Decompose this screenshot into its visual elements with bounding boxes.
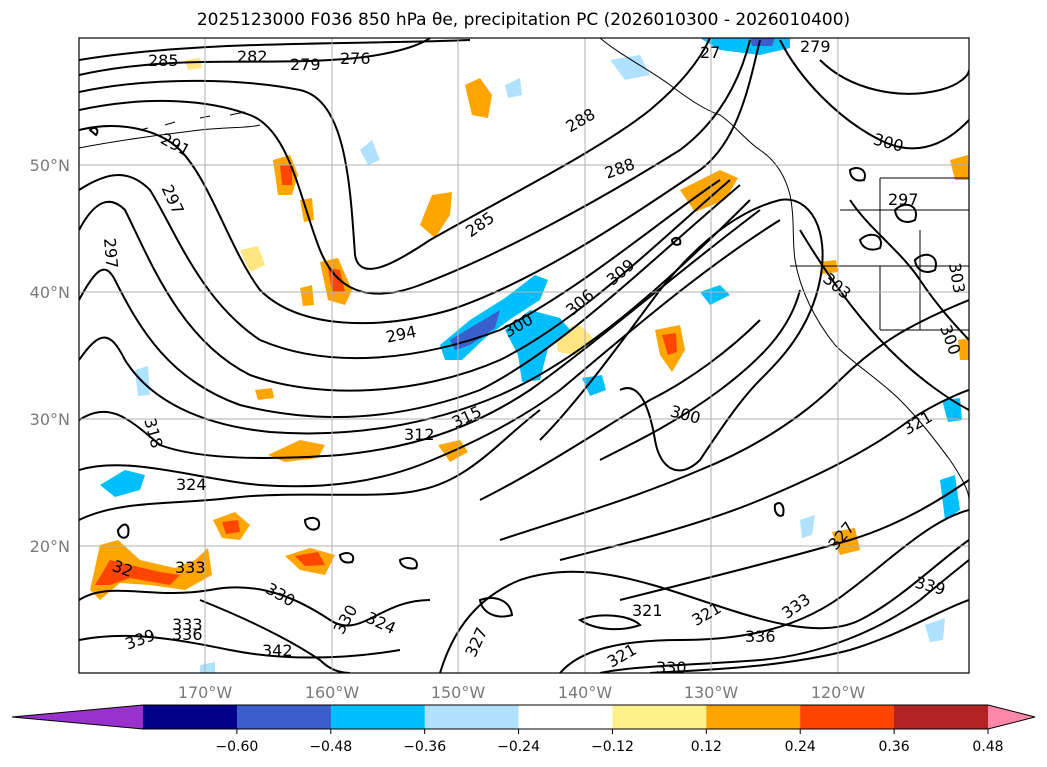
contour-label: 279 xyxy=(800,37,831,56)
contour-label: 297 xyxy=(100,237,122,269)
colorbar-tick-label: −0.36 xyxy=(403,739,446,755)
map-title: 2025123000 F036 850 hPa θe, precipitatio… xyxy=(196,10,851,30)
colorbar-tick-label: −0.24 xyxy=(497,739,540,755)
contour-label: 321 xyxy=(632,601,663,620)
contour-label: 285 xyxy=(148,51,179,70)
contour-label: 324 xyxy=(176,475,207,494)
lon-label: 130°W xyxy=(684,683,739,702)
colorbar-box xyxy=(612,705,707,729)
colorbar-box xyxy=(424,705,520,729)
colorbar-box xyxy=(706,705,801,729)
colorbar-tick-label: −0.60 xyxy=(215,739,258,755)
colorbar-tick-label: 0.48 xyxy=(972,739,1003,755)
contour-label: 333 xyxy=(175,558,206,577)
lon-label: 160°W xyxy=(305,683,360,702)
colorbar-box xyxy=(518,705,613,729)
lon-label: 150°W xyxy=(431,683,486,702)
latitude-labels: 50°N 40°N 30°N 20°N xyxy=(30,156,70,556)
theta-e-contours xyxy=(79,38,969,673)
contour-label: 297 xyxy=(888,190,919,209)
contour-label: 336 xyxy=(745,627,776,646)
contour-label: 336 xyxy=(172,625,203,644)
colorbar-tick-label: −0.12 xyxy=(591,739,634,755)
colorbar-box xyxy=(330,705,426,729)
contour-label: 282 xyxy=(237,47,268,66)
contour-label: 276 xyxy=(340,49,371,68)
colorbar-tick-label: 0.24 xyxy=(785,739,816,755)
map-panel xyxy=(79,38,969,673)
colorbar-tick-label: 0.12 xyxy=(691,739,722,755)
lon-label: 170°W xyxy=(178,683,233,702)
colorbar-box xyxy=(894,705,989,729)
colorbar-extend-high xyxy=(988,705,1035,729)
colorbar-box xyxy=(143,705,238,729)
colorbar: −0.60 −0.48 −0.36 −0.24 −0.12 0.12 0.24 0.36 0.4… xyxy=(11,704,1036,755)
lat-label: 20°N xyxy=(30,537,70,556)
colorbar-box xyxy=(800,705,895,729)
lat-label: 40°N xyxy=(30,283,70,302)
lon-label: 140°W xyxy=(558,683,613,702)
lat-label: 30°N xyxy=(30,410,70,429)
lat-label: 50°N xyxy=(30,156,70,175)
graticule xyxy=(79,38,969,673)
contour-label: 312 xyxy=(404,425,435,444)
contour-label: 342 xyxy=(262,641,293,660)
colorbar-extend-low xyxy=(12,705,143,729)
coastline xyxy=(79,38,969,501)
longitude-labels: 170°W 160°W 150°W 140°W 130°W 120°W xyxy=(178,683,866,702)
map-frame xyxy=(78,37,970,674)
contour-label: 279 xyxy=(290,55,321,74)
colorbar-tick-label: 0.36 xyxy=(879,739,910,755)
contour-label: 330 xyxy=(656,658,687,677)
contour-label: 333 xyxy=(172,615,203,634)
colorbar-box xyxy=(236,705,332,729)
contour-label: 27 xyxy=(700,43,720,62)
colorbar-outline xyxy=(11,704,1036,730)
lon-label: 120°W xyxy=(811,683,866,702)
colorbar-tick-label: −0.48 xyxy=(309,739,352,755)
